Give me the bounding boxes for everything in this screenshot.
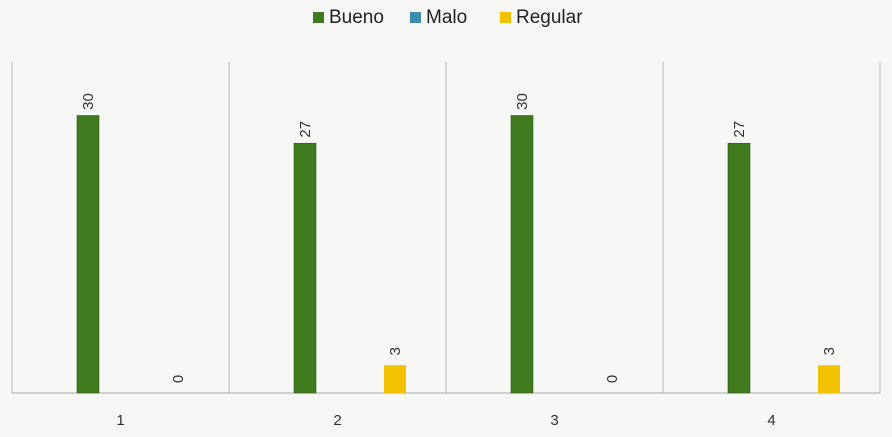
x-tick-label-2: 2 bbox=[333, 412, 341, 429]
data-label-regular-1: 0 bbox=[170, 375, 187, 383]
legend-label-bueno: Bueno bbox=[329, 7, 384, 28]
legend-swatch-malo bbox=[410, 12, 421, 23]
x-tick-label-3: 3 bbox=[550, 412, 558, 429]
x-tick-label-4: 4 bbox=[767, 412, 775, 429]
legend-swatch-bueno bbox=[313, 12, 324, 23]
x-tick-label-1: 1 bbox=[116, 412, 124, 429]
data-label-bueno-4: 27 bbox=[731, 121, 748, 138]
bar-bueno-3 bbox=[510, 115, 534, 394]
legend-label-malo: Malo bbox=[426, 7, 467, 28]
data-label-bueno-3: 30 bbox=[514, 93, 531, 110]
data-label-regular-2: 3 bbox=[387, 347, 404, 355]
legend-swatch-regular bbox=[500, 12, 511, 23]
data-label-regular-4: 3 bbox=[821, 347, 838, 355]
bar-bueno-1 bbox=[76, 115, 100, 394]
bar-regular-4 bbox=[818, 365, 840, 393]
bar-regular-2 bbox=[384, 365, 406, 393]
legend-label-regular: Regular bbox=[516, 7, 583, 28]
data-label-bueno-1: 30 bbox=[80, 93, 97, 110]
bar-bueno-2 bbox=[293, 142, 317, 394]
bar-bueno-4 bbox=[727, 142, 751, 394]
data-label-bueno-2: 27 bbox=[297, 121, 314, 138]
data-label-regular-3: 0 bbox=[604, 375, 621, 383]
